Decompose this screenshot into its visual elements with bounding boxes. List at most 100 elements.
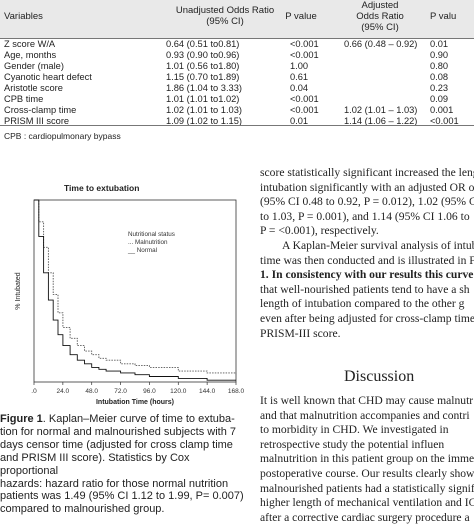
cell-adj: 0.66 (0.48 – 0.92)	[344, 39, 418, 49]
cell-p1: <0.001	[290, 39, 319, 49]
cell-p2: 0.09	[430, 94, 449, 104]
header-unadjusted-line2: (95% CI)	[206, 16, 244, 27]
cell-p2: 0.08	[430, 72, 449, 82]
cell-unadj: 0.93 (0.90 to0.96)	[166, 50, 240, 60]
text-line: postoperative course. Our results clearl…	[260, 466, 474, 480]
cell-adj: 1.14 (1.06 – 1.22)	[344, 116, 418, 126]
cell-variable: CPB time	[4, 94, 44, 104]
cell-variable: Gender (male)	[4, 61, 64, 71]
paragraph-kaplan-meier: A Kaplan-Meier survival analysis of intu…	[260, 239, 474, 341]
cell-p2: <0.001	[430, 116, 459, 126]
header-adjusted-line2: Odds Ratio	[356, 11, 404, 22]
table-row: Gender (male) 1.01 (0.56 to1.80) 1.00 0.80	[0, 61, 474, 72]
cell-p1: 0.04	[290, 83, 309, 93]
x-tick-label: 144.0	[199, 388, 216, 395]
header-adjusted-or: Adjusted Odds Ratio (95% CI)	[335, 0, 425, 33]
cell-adj: 1.02 (1.01 – 1.03)	[344, 105, 418, 115]
text-line: P = <0.001), respectively.	[260, 224, 379, 238]
cell-unadj: 1.09 (1.02 to 1.15)	[166, 116, 242, 126]
x-tick-label: 120.0	[170, 388, 187, 395]
cell-unadj: 1.01 (1.01 to1.02)	[166, 94, 240, 104]
text-line: that well-nourished patients tend to hav…	[260, 282, 470, 296]
cell-unadj: 1.15 (0.70 to1.89)	[166, 72, 240, 82]
cell-p2: 0.23	[430, 83, 449, 93]
text-line: even after being adjusted for cross-clam…	[260, 311, 474, 325]
cell-p1: 0.61	[290, 72, 309, 82]
cell-unadj: 0.64 (0.51 to0.81)	[166, 39, 240, 49]
section-heading-discussion: Discussion	[344, 368, 415, 385]
caption-line-0: . Kaplan–Meier curve of time to extuba-	[42, 413, 235, 425]
text-line: It is well known that CHD may cause maln…	[260, 394, 474, 407]
header-pvalue: P value	[285, 11, 317, 22]
cell-p2: 0.001	[430, 105, 454, 115]
x-tick-label: 24.0	[57, 388, 70, 395]
table-row: Aristotle score 1.86 (1.04 to 3.33) 0.04 0.…	[0, 83, 474, 94]
legend-title: Nutritional status	[128, 231, 175, 238]
text-line: time was then conducted and is illustrat…	[260, 253, 474, 267]
text-line: PRISM-III score.	[260, 326, 341, 340]
cell-unadj: 1.86 (1.04 to 3.33)	[166, 83, 242, 93]
text-line: higher length of mechanical ventilation …	[260, 496, 474, 510]
table-header: Variables Unadjusted Odds Ratio (95% CI)…	[0, 0, 474, 39]
text-line: to 1.03, P = 0.001), and 1.14 (95% CI 1.…	[260, 209, 470, 223]
cell-p2: 0.90	[430, 50, 449, 60]
cell-variable: Z score W/A	[4, 39, 56, 49]
header-adjusted-line1: Adjusted	[361, 0, 399, 11]
cell-p1: <0.001	[290, 94, 319, 104]
table-row: Age, months 0.93 (0.90 to0.96) <0.001 0.90	[0, 50, 474, 61]
table-footnote: CPB : cardiopulmonary bypass	[4, 131, 121, 141]
header-pvalue-2: P valu	[430, 11, 457, 22]
text-line: after a corrective cardiac surgery proce…	[260, 510, 470, 524]
header-unadjusted-or: Unadjusted Odds Ratio (95% CI)	[150, 5, 300, 27]
text-line: score statistically significant increase…	[260, 166, 474, 179]
legend-malnutrition: ... Malnutrition	[128, 239, 168, 246]
text-line: malnutrition in this patient group on th…	[260, 452, 474, 466]
series-line-malnutrition	[34, 199, 237, 375]
cell-p1: 1.00	[290, 61, 309, 71]
caption-line-2: days censor time (adjusted for cross cla…	[0, 438, 233, 451]
header-unadjusted-line1: Unadjusted Odds Ratio	[175, 5, 275, 16]
header-variables: Variables	[4, 11, 43, 22]
caption-line-1: tion for normal and malnourished subject…	[0, 425, 237, 438]
text-line: retrospective study the potential influe…	[260, 437, 445, 451]
text-line: 1. In consistency with our results this …	[260, 268, 474, 282]
header-adjusted-line3: (95% CI)	[361, 22, 399, 33]
text-line: (95% CI 0.48 to 0.92, P = 0.012), 1.02 (…	[260, 195, 474, 209]
paragraph-discussion: It is well known that CHD may cause maln…	[260, 394, 474, 525]
cell-variable: Age, months	[4, 50, 57, 60]
table-row: CPB time 1.01 (1.01 to1.02) <0.001 0.09	[0, 94, 474, 105]
caption-line-5: patients was 1.49 (95% CI 1.12 to 1.99, …	[0, 490, 244, 503]
text-line: and that malnutrition accompanies and co…	[260, 408, 470, 422]
cell-p1: 0.01	[290, 116, 309, 126]
cell-unadj: 1.02 (1.01 to 1.03)	[166, 105, 242, 115]
text-line: to morbidity in CHD. We investigated in	[260, 423, 449, 437]
cell-p1: <0.001	[290, 50, 319, 60]
cell-variable: PRISM III score	[4, 116, 70, 126]
paragraph-results: score statistically significant increase…	[260, 166, 474, 239]
table-row: Z score W/A 0.64 (0.51 to0.81) <0.001 0.66 …	[0, 39, 474, 50]
cell-variable: Cross-clamp time	[4, 105, 77, 115]
y-axis-label: % Intubated	[15, 272, 22, 309]
text-line: A Kaplan-Meier survival analysis of intu…	[282, 239, 474, 252]
km-chart: .0 24.0 48.0 72.0 96.0 120.0 144.0 168.0 Intubat…	[15, 199, 245, 406]
caption-line-3: and PRISM III score). Statistics by Cox …	[0, 451, 190, 477]
cell-p1: <0.001	[290, 105, 319, 115]
table-bottom-rule	[0, 125, 474, 126]
cell-variable: Cyanotic heart defect	[4, 72, 92, 82]
table-row: PRISM III score 1.09 (1.02 to 1.15) 0.01 1.…	[0, 116, 474, 127]
table-row: Cyanotic heart defect 1.15 (0.70 to1.89) 0…	[0, 72, 474, 83]
text-line: length of intubation compared to the oth…	[260, 297, 465, 311]
cell-p2: 0.01	[430, 39, 449, 49]
plot-frame	[33, 199, 237, 383]
series-line-normal	[34, 199, 236, 381]
caption-line-6: compared to malnourished group.	[0, 503, 165, 516]
table-row: Cross-clamp time 1.02 (1.01 to 1.03) <0.00…	[0, 105, 474, 116]
x-tick-label: 72.0	[114, 388, 127, 395]
x-axis-label: Intubation Time (hours)	[96, 399, 174, 406]
cell-variable: Aristotle score	[4, 83, 63, 93]
legend-normal: __ Normal	[127, 247, 157, 254]
x-tick-label: 168.0	[228, 388, 245, 395]
x-tick-label: .0	[31, 388, 37, 395]
x-tick-label: 96.0	[143, 388, 156, 395]
text-line: intubation significantly with an adjuste…	[260, 180, 474, 194]
